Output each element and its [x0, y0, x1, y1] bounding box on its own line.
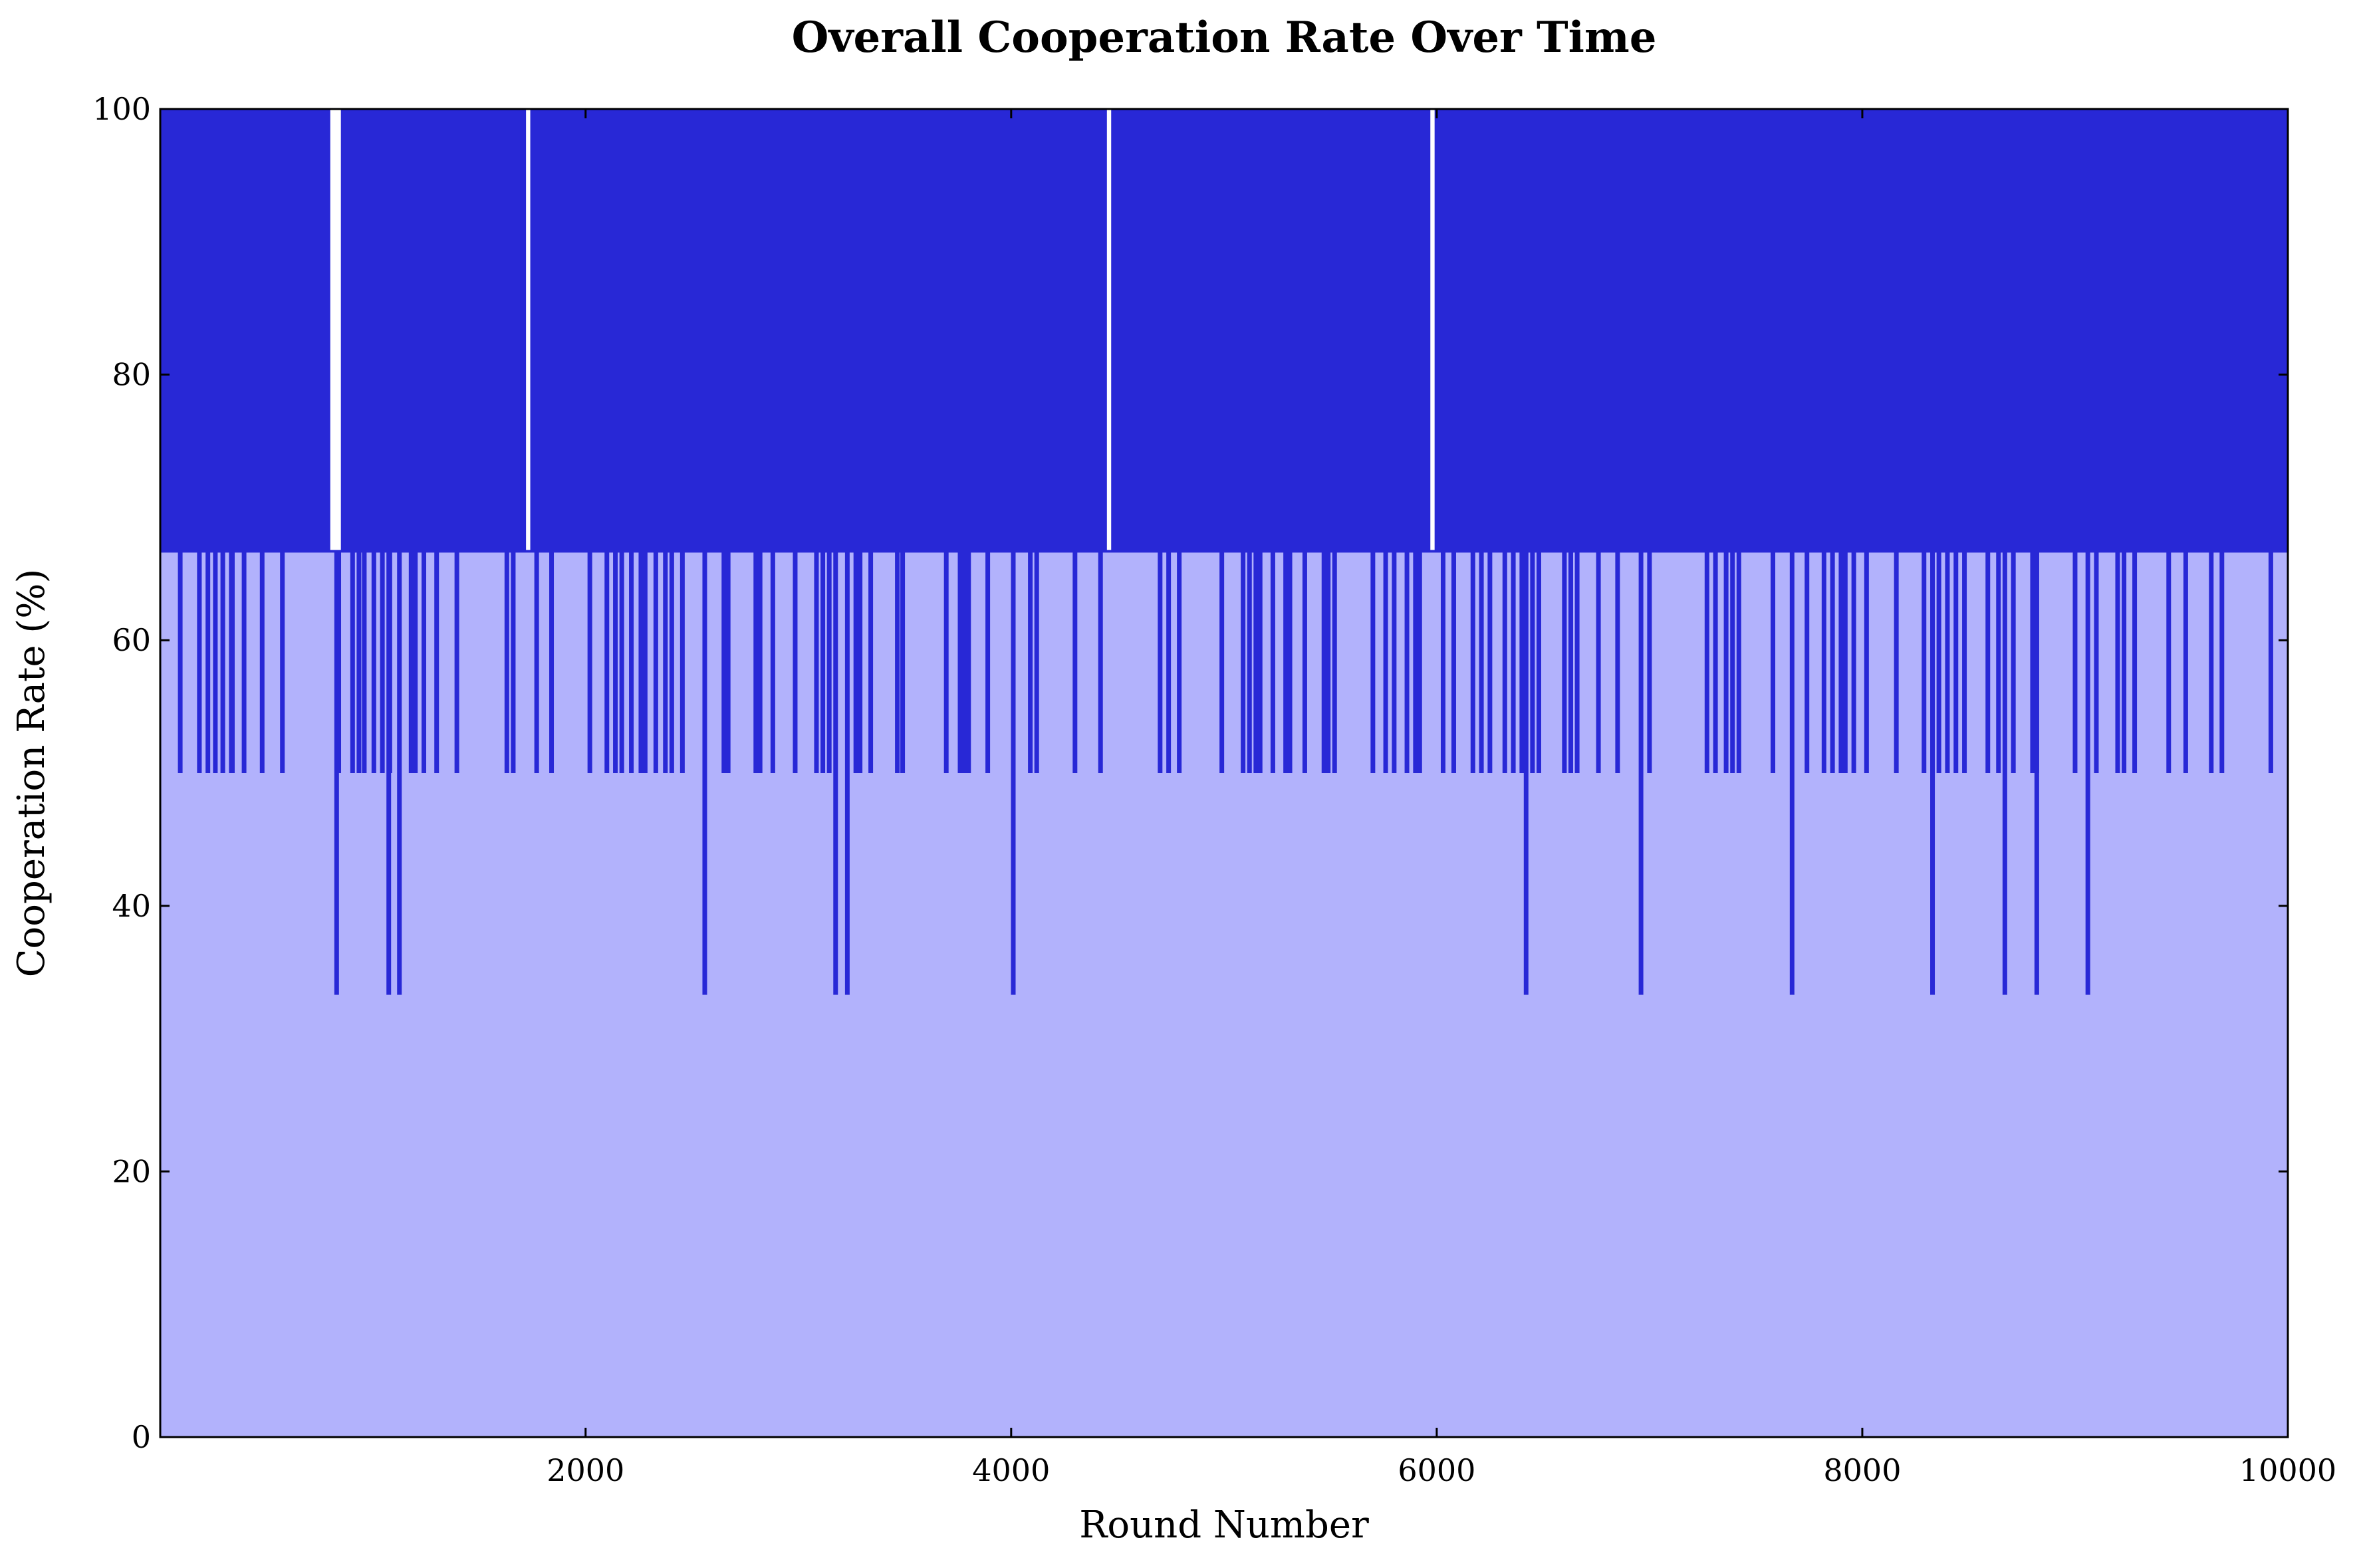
- oscillation-band-4: [1434, 109, 2288, 552]
- oscillation-band-0: [160, 109, 330, 552]
- chart-title: Overall Cooperation Rate Over Time: [792, 13, 1657, 62]
- y-axis-label: Cooperation Rate (%): [10, 569, 53, 978]
- x-axis-label: Round Number: [1079, 1504, 1369, 1547]
- x-tick-label: 10000: [2239, 1452, 2336, 1488]
- x-axis-ticks: 2000 4000 6000 8000 10000: [547, 109, 2336, 1488]
- x-tick-label: 6000: [1398, 1452, 1475, 1488]
- y-tick-label: 40: [112, 888, 151, 924]
- x-tick-label: 2000: [547, 1452, 624, 1488]
- oscillation-band-2: [530, 109, 1107, 552]
- x-tick-label: 4000: [972, 1452, 1050, 1488]
- oscillation-band-1: [340, 109, 527, 552]
- y-tick-label: 80: [112, 357, 151, 393]
- oscillation-band-3: [1111, 109, 1431, 552]
- plot-frame: [159, 108, 2289, 1438]
- x-tick-label: 8000: [1823, 1452, 1901, 1488]
- y-tick-label: 100: [92, 91, 151, 127]
- y-tick-label: 0: [132, 1419, 151, 1455]
- y-axis-ticks: 0 20 40 60 80 100: [92, 91, 2288, 1455]
- plot-area: [160, 109, 2288, 1437]
- y-tick-label: 60: [112, 622, 151, 658]
- y-tick-label: 20: [112, 1153, 151, 1189]
